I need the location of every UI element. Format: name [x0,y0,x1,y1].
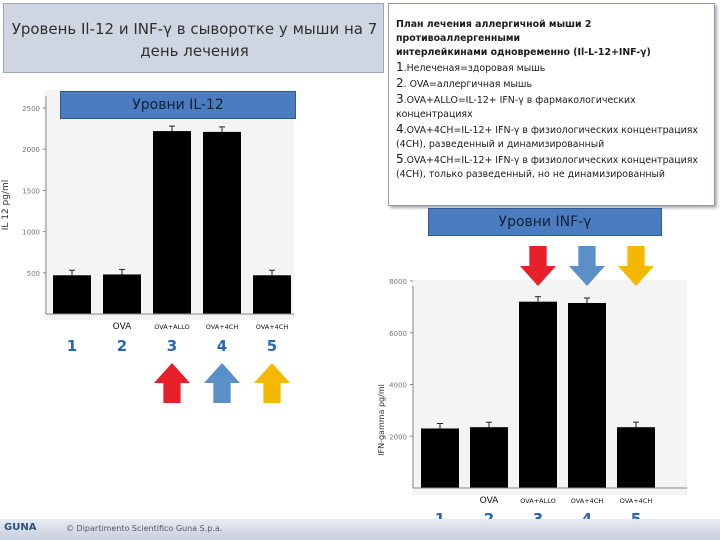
bar [421,428,459,488]
treatment-plan-item-text: .Нелеченая=здоровая мышь [403,63,546,74]
treatment-plan-item-number: 2 [396,76,404,90]
treatment-plan-item-text: (4CH), только разведенный, но не динамиз… [396,169,665,180]
treatment-plan-item-number: 3 [396,92,404,106]
group-4-arrow [204,363,240,403]
group-4-arrow [569,246,605,286]
y-tick-label: 500 [27,270,40,278]
treatment-plan-item: 5.OVA+4CH=IL-12+ IFN-γ в физиологических… [396,152,707,168]
treatment-plan-item: 2. OVA=аллергичная мышь [396,76,707,92]
slide-title: Уровень Il-12 и INF-γ в сыворотке у мыши… [4,18,385,62]
y-tick-label: 2000 [22,146,40,154]
group-5-arrow [618,246,654,286]
inf-gamma-chart-title: Уровни INF-γ [428,208,662,236]
group-number-label: 4 [217,337,227,355]
treatment-plan-header-line1: План лечения аллергичной мыши 2 противоа… [396,19,595,44]
category-label: OVA+4CH [256,323,289,331]
bar [153,131,191,314]
y-tick-label: 1000 [22,229,40,237]
category-label: OVA+4CH [620,497,653,505]
bar [103,274,141,314]
bar [253,275,291,314]
category-label: OVA+4CH [206,323,239,331]
treatment-plan-item-text: .OVA+4CH=IL-12+ IFN-γ в физиологических … [403,155,698,166]
y-tick-label: 2000 [389,433,407,441]
category-label: OVA [113,322,133,332]
group-number-label: 3 [167,337,177,355]
slide-title-box: Уровень Il-12 и INF-γ в сыворотке у мыши… [3,3,384,73]
treatment-plan-item: (4CH), только разведенный, но не динамиз… [396,168,707,182]
treatment-plan-item: концентрациях [396,108,707,122]
y-tick-label: 4000 [389,382,407,390]
treatment-plan-item: 3.OVA+ALLO=IL-12+ IFN-γ в фармакологичес… [396,92,707,108]
category-label: OVA+4CH [571,497,604,505]
category-label: OVA+ALLO [520,497,556,505]
y-tick-label: 6000 [389,330,407,338]
y-axis-label: IL 12 pg/ml [1,180,11,231]
treatment-plan-list: 1.Нелеченая=здоровая мышь 2. OVA=аллергич… [396,60,707,182]
y-axis-label: IFN-gamma pg/ml [377,384,386,456]
bar [617,427,655,488]
group-number-label: 1 [67,337,77,355]
y-tick-label: 8000 [389,278,407,286]
y-tick-label: 2500 [22,105,40,113]
treatment-plan-item-number: 1 [396,60,404,74]
group-number-label: 5 [267,337,277,355]
il12-chart-title: Уровни IL-12 [60,91,296,119]
y-tick-label: 1500 [22,187,40,195]
footer-bar [0,519,720,540]
treatment-plan-box: План лечения аллергичной мыши 2 противоа… [388,3,715,206]
treatment-plan-item: (4CH), разведенный и динамизированный [396,138,707,152]
category-label: OVA+ALLO [154,323,190,331]
group-3-arrow [154,363,190,403]
footer-logo: GUNA [4,522,37,533]
group-5-arrow [254,363,290,403]
il12-chart: IL 12 pg/ml 2500 2000 1500 1000 500 1 OVA 2 OVA+A… [1,90,294,403]
treatment-plan-item-text: (4CH), разведенный и динамизированный [396,139,605,150]
treatment-plan-item-number: 5 [396,152,404,166]
treatment-plan-item-text: .OVA+ALLO=IL-12+ IFN-γ в фармакологическ… [403,95,636,106]
treatment-plan-item-text: . OVA=аллергичная мышь [403,79,532,90]
bar [53,275,91,314]
group-3-arrow [520,246,556,286]
bar [519,301,557,488]
treatment-plan-item-text: концентрациях [396,109,473,120]
treatment-plan-item-number: 4 [396,122,404,136]
treatment-plan-item: 4.OVA+4CH=IL-12+ IFN-γ в физиологических… [396,122,707,138]
slide-title-line1: Уровень Il-12 и INF-γ в сыворотке у мыши… [11,20,378,38]
bar [203,131,241,314]
bar [568,302,606,488]
group-number-label: 2 [117,337,127,355]
treatment-plan-item-text: .OVA+4CH=IL-12+ IFN-γ в физиологических … [403,125,698,136]
inf-gamma-chart: IFN-gamma pg/ml80006000400020001OVA2OVA+… [377,246,687,528]
footer-copyright: © Dipartimento Scientifico Guna S.p.a. [66,524,223,533]
slide-title-line2: день лечения [140,42,249,60]
category-label: OVA [480,496,500,506]
treatment-plan-item: 1.Нелеченая=здоровая мышь [396,60,707,76]
treatment-plan-header-line2: интерлейкинами одновременно (Il-L-12+INF… [396,47,651,58]
bar [470,427,508,488]
